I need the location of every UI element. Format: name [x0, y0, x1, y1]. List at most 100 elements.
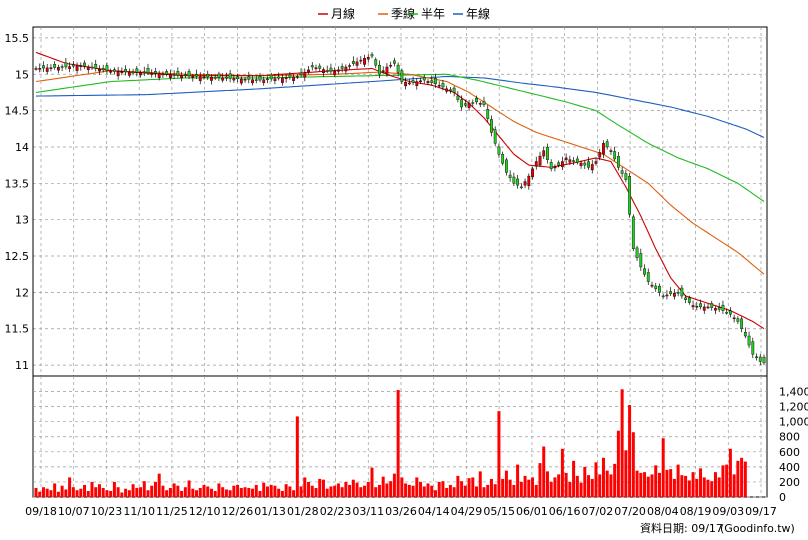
- candle-body: [736, 318, 740, 322]
- x-axis: 09/18 10/07 10/23 11/10 11/25 12/10 12/26 01/13…: [25, 505, 777, 518]
- x-tick-label: 04/29: [451, 505, 483, 518]
- candle-body: [531, 168, 534, 178]
- volume-bar: [426, 483, 430, 497]
- volume-bar: [370, 467, 374, 497]
- volume-bar: [265, 486, 269, 497]
- x-tick-label: 06/16: [549, 505, 581, 518]
- volume-bar: [71, 487, 75, 497]
- candle-body: [366, 56, 370, 60]
- candle-body: [725, 312, 729, 314]
- volume-bar: [165, 490, 169, 497]
- volume-bar: [721, 465, 725, 497]
- volume-bar: [56, 491, 60, 497]
- candle-body: [224, 76, 228, 79]
- volume-bar: [605, 470, 609, 497]
- moving-average-lines: [35, 51, 765, 330]
- volume-bar: [83, 484, 87, 497]
- volume-bar: [213, 490, 217, 497]
- volume-bar: [41, 487, 45, 497]
- volume-bar: [519, 481, 523, 497]
- volume-bar: [404, 483, 408, 497]
- candle-body: [310, 65, 314, 68]
- volume-bar: [139, 487, 143, 497]
- candle-body: [486, 108, 490, 119]
- candle-body: [68, 66, 72, 69]
- legend-label-half: 半年: [421, 7, 445, 21]
- candle-body: [568, 159, 572, 163]
- volume-bar: [187, 480, 191, 497]
- volume-bar: [482, 487, 486, 497]
- x-tick-label: 02/23: [320, 505, 352, 518]
- volume-bar: [590, 478, 594, 497]
- candle-body: [508, 174, 512, 179]
- candle-body: [127, 71, 131, 76]
- candle-body: [348, 65, 351, 67]
- candle-body: [553, 166, 557, 169]
- candle-body: [325, 70, 329, 72]
- volume-bar: [575, 475, 579, 497]
- candle-body: [732, 317, 736, 320]
- volume-bar: [411, 485, 415, 497]
- volume-bar: [131, 484, 135, 497]
- volume-bar: [127, 490, 131, 497]
- candle-body: [109, 71, 113, 73]
- price-y-axis: 15.5 15 14.5 14 13.5 13 12.5 12 11.5 11: [5, 32, 30, 372]
- candle-body: [422, 77, 426, 81]
- candle-body: [609, 150, 613, 152]
- candle-body: [86, 66, 90, 70]
- candle-body: [262, 79, 266, 83]
- candle-body: [407, 82, 411, 85]
- volume-bar: [501, 478, 505, 497]
- volume-bar: [247, 487, 251, 497]
- candle-body: [247, 76, 251, 80]
- candle-body: [94, 64, 98, 69]
- candle-body: [575, 158, 579, 163]
- volume-bar: [680, 475, 684, 497]
- candle-body: [482, 101, 486, 105]
- candle-body: [572, 160, 576, 162]
- volume-bar: [430, 485, 434, 497]
- volume-bar: [314, 487, 318, 497]
- volume-bar: [628, 405, 632, 497]
- volume-bar: [269, 484, 273, 497]
- candle-body: [165, 71, 169, 75]
- candle-body: [646, 272, 650, 282]
- candle-body: [579, 162, 583, 166]
- volume-bar: [504, 470, 508, 497]
- volume-bar: [699, 468, 703, 497]
- volume-bar: [553, 477, 557, 497]
- volume-bar: [116, 487, 120, 497]
- volume-y-axis: 0 200 400 600 800 1,000 1,200 1,400: [779, 386, 808, 504]
- volume-bar: [385, 483, 389, 497]
- volume-bar: [706, 479, 710, 497]
- volume-bar: [508, 479, 512, 497]
- candle-body: [538, 155, 542, 166]
- volume-bar: [180, 490, 184, 497]
- volume-bar: [467, 478, 471, 497]
- candle-body: [299, 72, 303, 75]
- volume-bar: [310, 485, 314, 497]
- volume-bar: [635, 470, 639, 497]
- x-tick-label: 09/17: [745, 505, 777, 518]
- candle-body: [236, 76, 239, 79]
- candle-body: [221, 77, 225, 81]
- volume-bar: [228, 490, 232, 497]
- candle-body: [363, 58, 366, 65]
- candle-body: [549, 162, 553, 169]
- volume-bar: [545, 471, 549, 497]
- volume-bar: [209, 488, 213, 497]
- volume-bar: [463, 485, 467, 497]
- candle-body: [758, 356, 762, 362]
- candle-body: [534, 161, 538, 167]
- volume-bar: [157, 473, 161, 497]
- volume-bar: [579, 482, 583, 497]
- volume-bar: [643, 472, 647, 497]
- volume-bar: [512, 484, 516, 497]
- candle-body: [295, 76, 299, 78]
- volume-bars: [34, 389, 747, 497]
- candle-body: [385, 66, 389, 74]
- candle-body: [124, 68, 128, 73]
- x-tick-label: 07/20: [614, 505, 646, 518]
- volume-bar: [710, 481, 714, 497]
- volume-tick-label: 0: [779, 491, 786, 504]
